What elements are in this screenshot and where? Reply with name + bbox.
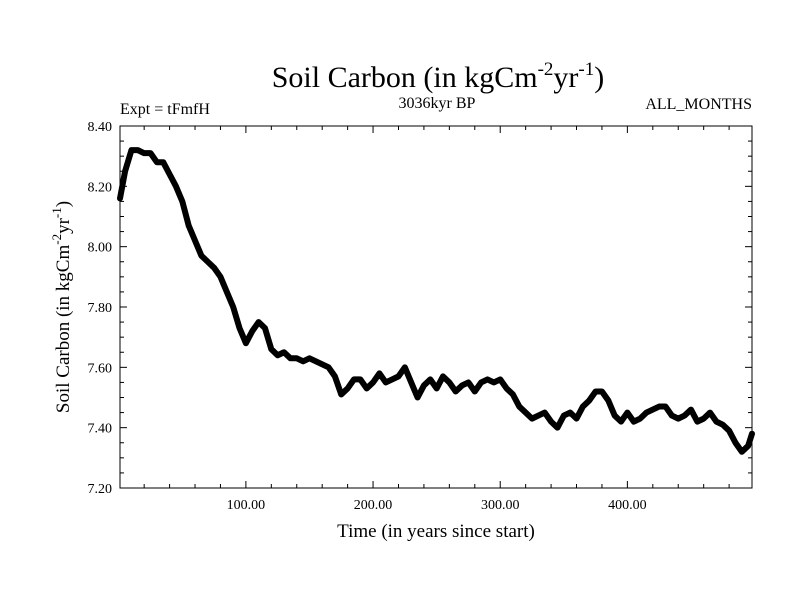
y-axis-label: Soil Carbon (in kgCm-2yr-1) (49, 201, 74, 413)
y-tick-label-6: 8.40 (88, 120, 113, 135)
plot-area: 100.00 200.00 300.00 400.00 7.20 7.40 7.60 7.80… (88, 120, 755, 513)
y-axis-label-mid: yr (53, 217, 74, 234)
x-tick-label-3: 400.00 (608, 498, 647, 513)
months-note: ALL_MONTHS (645, 96, 752, 113)
y-tick-label-2: 7.60 (88, 361, 113, 376)
x-tick-label-1: 200.00 (354, 498, 393, 513)
y-tick-label-5: 8.20 (88, 180, 113, 195)
y-axis-label-main: Soil Carbon (in kgCm (53, 245, 74, 414)
chart-title-sup2: -1 (578, 59, 594, 80)
chart-title-main: Soil Carbon (in kgCm (272, 61, 538, 94)
chart-title-end: ) (594, 61, 604, 94)
x-tick-label-0: 100.00 (227, 498, 266, 513)
x-axis-label: Time (in years since start) (337, 521, 535, 542)
y-axis-label-end: ) (53, 201, 74, 207)
experiment-note: Expt = tFmfH (120, 101, 210, 118)
y-axis-label-sup1: -2 (49, 234, 64, 245)
time-period-note: 3036kyr BP (399, 95, 476, 112)
chart-title-mid: yr (553, 61, 578, 94)
y-axis-label-sup2: -1 (49, 207, 64, 218)
y-tick-label-0: 7.20 (88, 482, 113, 497)
y-tick-label-1: 7.40 (88, 422, 113, 437)
y-tick-label-4: 8.00 (88, 241, 113, 256)
plot-frame (119, 125, 753, 489)
y-tick-label-3: 7.80 (88, 301, 113, 316)
chart-title-sup1: -2 (538, 59, 554, 80)
series-layer (117, 147, 755, 455)
chart-title: Soil Carbon (in kgCm-2yr-1) (272, 59, 605, 94)
series-line-0 (117, 147, 755, 455)
x-tick-label-2: 300.00 (481, 498, 520, 513)
axis-ticks: 100.00 200.00 300.00 400.00 7.20 7.40 7.60 7.80… (88, 120, 752, 513)
